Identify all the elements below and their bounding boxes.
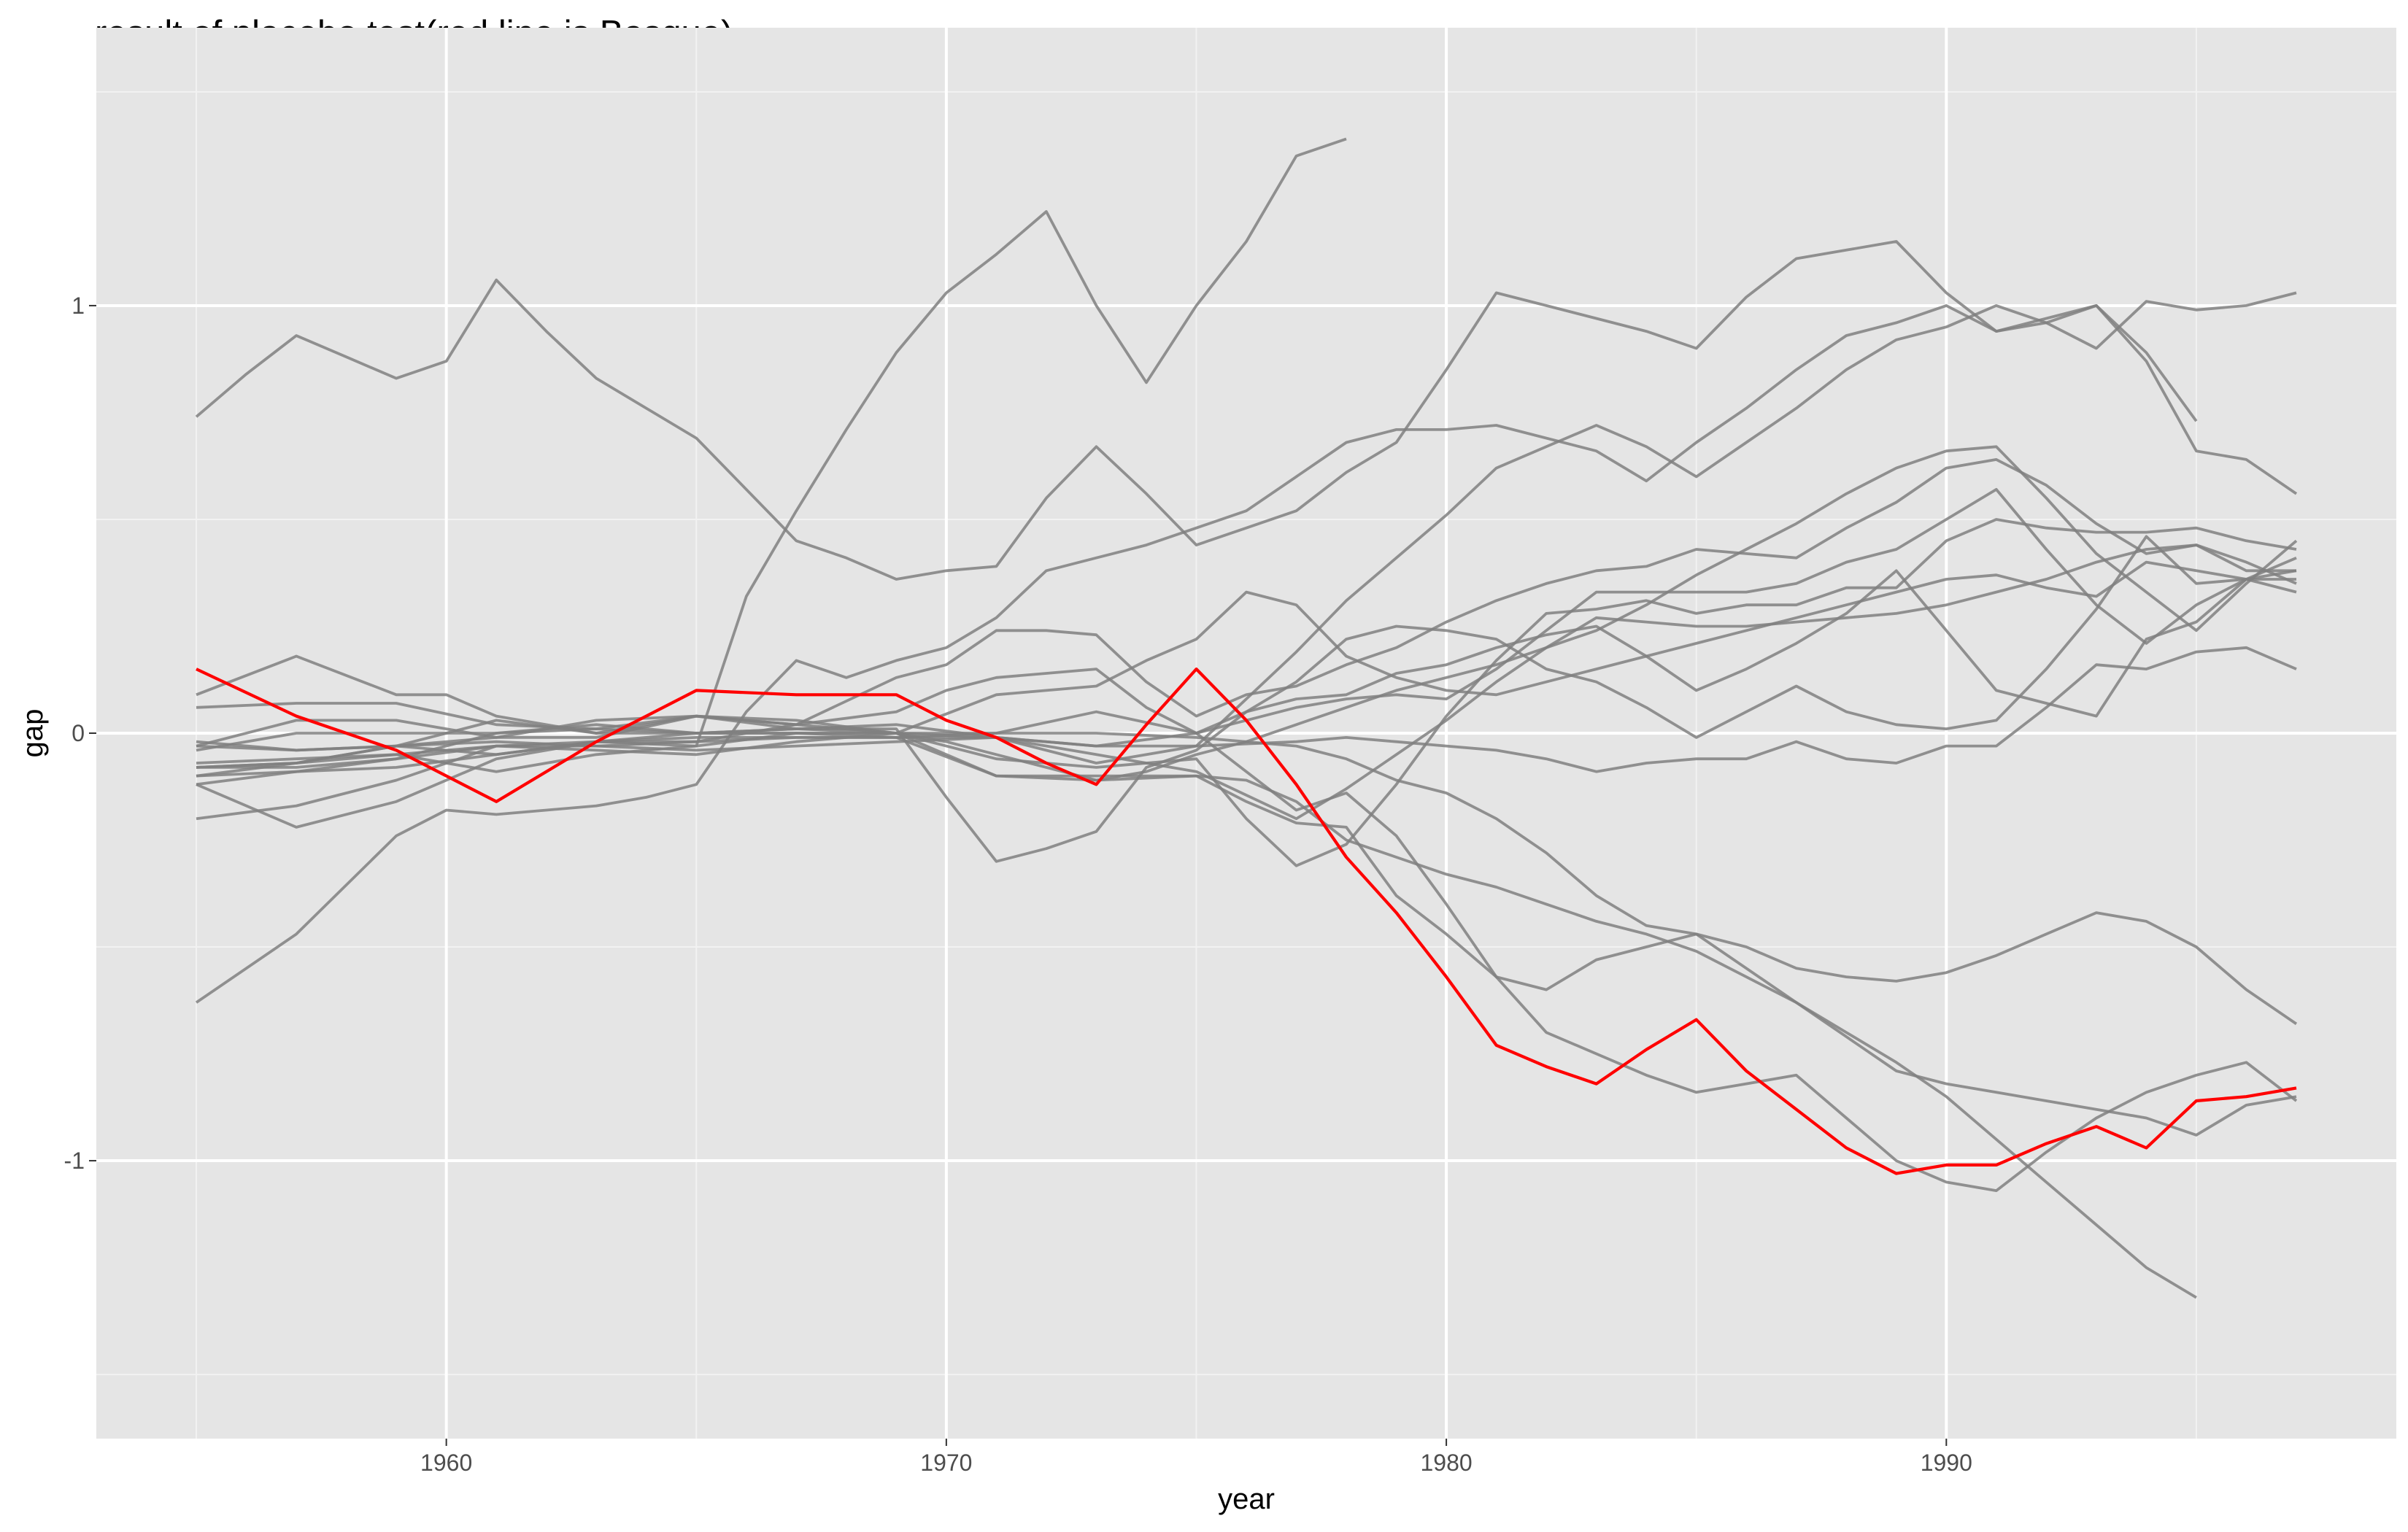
series-line-placebo-1 (195, 240, 2298, 581)
y-tick-label: -1 (64, 1148, 85, 1174)
series-line-placebo-15 (196, 732, 2297, 1137)
x-tick-label: 1970 (920, 1450, 972, 1476)
y-axis: -1 0 1 (64, 293, 96, 1174)
series-line-placebo-17 (196, 518, 2297, 867)
series-line-placebo-12 (196, 646, 2297, 773)
y-tick-label: 1 (72, 293, 85, 319)
series-line-placebo-3 (195, 303, 2198, 1004)
x-tick-label: 1980 (1420, 1450, 1472, 1476)
x-tick-label: 1990 (1921, 1450, 1972, 1476)
y-axis-title: gap (17, 709, 49, 758)
x-axis: 1960 1970 1980 1990 (420, 1439, 1972, 1476)
series-line-placebo-13 (196, 543, 2297, 821)
series-line-placebo-6 (196, 458, 2296, 730)
series-line-placebo-9 (196, 488, 2297, 748)
series-line-placebo-14 (196, 710, 2298, 1192)
series-line-basque (196, 667, 2297, 1175)
x-tick-label: 1960 (420, 1450, 472, 1476)
series-line-placebo-16 (196, 445, 2298, 782)
series-lines (195, 137, 2298, 1299)
x-axis-title: year (1218, 1483, 1275, 1515)
series-line-placebo-8 (196, 535, 2296, 863)
y-tick-label: 0 (72, 720, 85, 746)
